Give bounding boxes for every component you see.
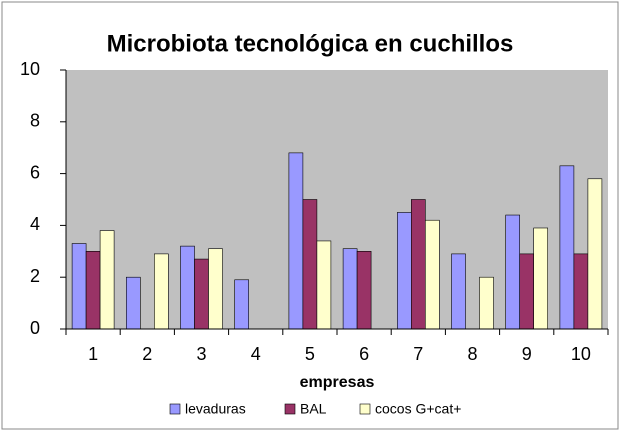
x-tick-label: 4 [251,344,261,364]
y-tick-label: 10 [20,59,40,79]
bar [505,214,521,330]
chart-title: Microbiota tecnológica en cuchillos [107,30,514,57]
bar [573,253,589,330]
y-tick-label: 0 [30,318,40,338]
bar [154,253,169,330]
bar [180,245,195,330]
y-tick-label: 8 [30,111,40,131]
bar [451,253,466,330]
y-tick-label: 4 [30,214,40,234]
legend-swatch [359,403,371,415]
legend-label: levaduras [185,401,246,417]
bar [424,219,440,330]
bar [316,240,332,330]
bar [410,199,426,330]
x-tick-label: 6 [359,344,369,364]
bar [194,258,209,330]
bar [234,279,249,330]
y-tick-label: 6 [30,162,40,182]
legend-swatch [284,403,296,415]
x-tick-label: 10 [571,344,591,364]
bar [519,253,535,330]
bar [533,227,549,330]
legend-label: BAL [300,401,327,417]
legend-swatch [169,403,181,415]
bar [587,178,603,330]
bar [479,276,494,330]
x-tick-label: 1 [88,344,98,364]
x-tick-label: 3 [196,344,206,364]
bar [342,248,358,330]
y-tick-label: 2 [30,266,40,286]
x-tick-label: 2 [142,344,152,364]
x-tick-label: 5 [305,344,315,364]
legend-label: cocos G+cat+ [375,401,461,417]
bar [126,276,141,330]
bar [396,212,412,330]
bar [356,251,372,330]
x-tick-label: 9 [522,344,532,364]
x-axis-label: empresas [300,374,375,391]
bar [302,199,318,330]
bar [99,230,115,330]
bar [71,243,87,330]
bar [85,251,101,330]
bar [559,165,575,330]
x-tick-label: 8 [467,344,477,364]
x-tick-label: 7 [413,344,423,364]
bar [208,248,223,330]
bar [288,152,304,330]
